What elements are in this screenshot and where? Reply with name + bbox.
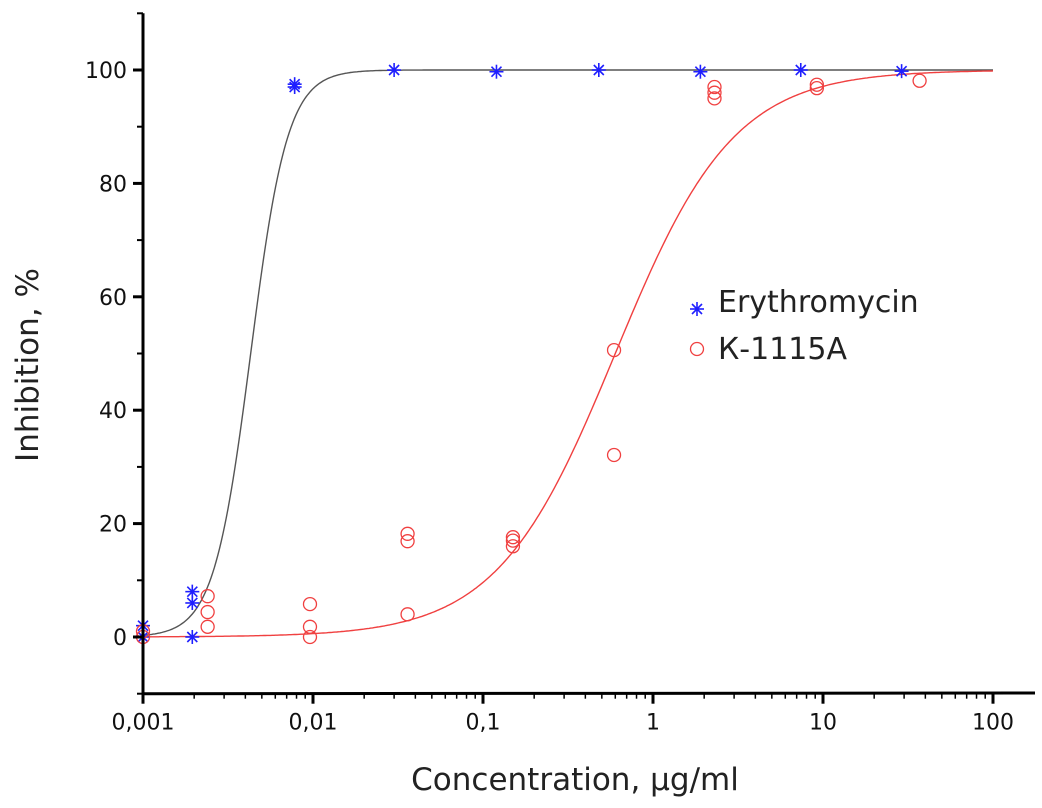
asterisk-stroke	[186, 586, 198, 598]
asterisk-stroke	[490, 66, 503, 78]
data-point-k1115a	[809, 77, 824, 92]
data-point-erythromycin	[489, 64, 504, 79]
asterisk-stroke	[186, 631, 198, 643]
data-point-erythromycin	[185, 584, 200, 599]
data-point-k1115a	[302, 596, 318, 612]
data-point-k1115a	[912, 73, 927, 88]
data-point-k1115a	[505, 530, 521, 545]
legend: Erythromycin К-1115A	[689, 285, 919, 367]
x-axis-line	[141, 691, 1036, 696]
data-point-k1115a	[505, 533, 521, 548]
y-tick-label: 40	[99, 399, 127, 424]
data-point-k1115a	[200, 619, 215, 634]
asterisk-stroke	[593, 64, 605, 76]
y-tick-label: 0	[113, 626, 127, 651]
y-axis-label: Inhibition, %	[10, 268, 46, 462]
data-point-erythromycin	[287, 77, 302, 92]
data-point-k1115a	[707, 79, 722, 95]
fit-curves	[142, 69, 994, 638]
asterisk-stroke	[694, 66, 706, 78]
legend-asterisk-icon	[690, 302, 704, 316]
legend-label-erythromycin: Erythromycin	[718, 285, 919, 320]
data-point-k1115a	[400, 607, 415, 622]
fit-curve-0	[142, 69, 993, 636]
x-axis-label: Concentration, µg/ml	[411, 762, 739, 798]
x-tick-label: 1	[646, 711, 660, 736]
data-point-k1115a	[809, 80, 824, 96]
data-point-k1115a	[505, 539, 521, 554]
y-tick-label: 60	[99, 286, 127, 311]
data-point-k1115a	[302, 619, 318, 634]
data-point-erythromycin	[387, 63, 402, 77]
y-tick-label: 20	[99, 513, 127, 538]
legend-label-k1115a: К-1115A	[718, 332, 847, 367]
asterisk-stroke	[186, 597, 198, 609]
y-tick-label: 80	[99, 172, 127, 197]
axes	[133, 12, 1036, 704]
data-point-k1115a	[606, 342, 622, 358]
data-point-k1115a	[200, 589, 215, 604]
asterisk-stroke	[289, 78, 301, 90]
data-point-k1115a	[200, 604, 215, 620]
data-point-erythromycin	[185, 630, 200, 644]
legend-marker-erythromycin	[690, 302, 704, 316]
legend-circle-icon	[689, 341, 705, 357]
legend-marker-k1115a	[689, 341, 705, 357]
x-tick-label: 0,001	[112, 711, 175, 736]
data-point-erythromycin	[693, 64, 708, 79]
tick-labels: 0 20 40 60 80 100 0,001 0,01 0,1 1 10 100	[85, 59, 1014, 736]
data-point-k1115a	[400, 534, 415, 549]
data-point-erythromycin	[793, 63, 808, 77]
asterisk-stroke	[388, 64, 400, 76]
asterisk-stroke	[795, 64, 807, 76]
y-tick-label: 100	[85, 59, 127, 84]
data-point-erythromycin	[591, 63, 606, 77]
data-point-k1115a	[302, 629, 318, 645]
data-point-k1115a	[707, 85, 722, 100]
x-tick-label: 100	[972, 711, 1014, 736]
x-tick-label: 0,01	[289, 711, 338, 736]
x-tick-label: 10	[809, 711, 837, 736]
asterisk-stroke	[896, 65, 908, 77]
asterisk-stroke	[691, 303, 703, 315]
x-tick-label: 0,1	[466, 711, 501, 736]
data-point-k1115a	[707, 91, 722, 106]
data-point-k1115a	[400, 526, 415, 541]
data-point-k1115a	[606, 447, 622, 463]
fit-curve-1	[143, 70, 994, 638]
data-point-erythromycin	[894, 64, 909, 79]
